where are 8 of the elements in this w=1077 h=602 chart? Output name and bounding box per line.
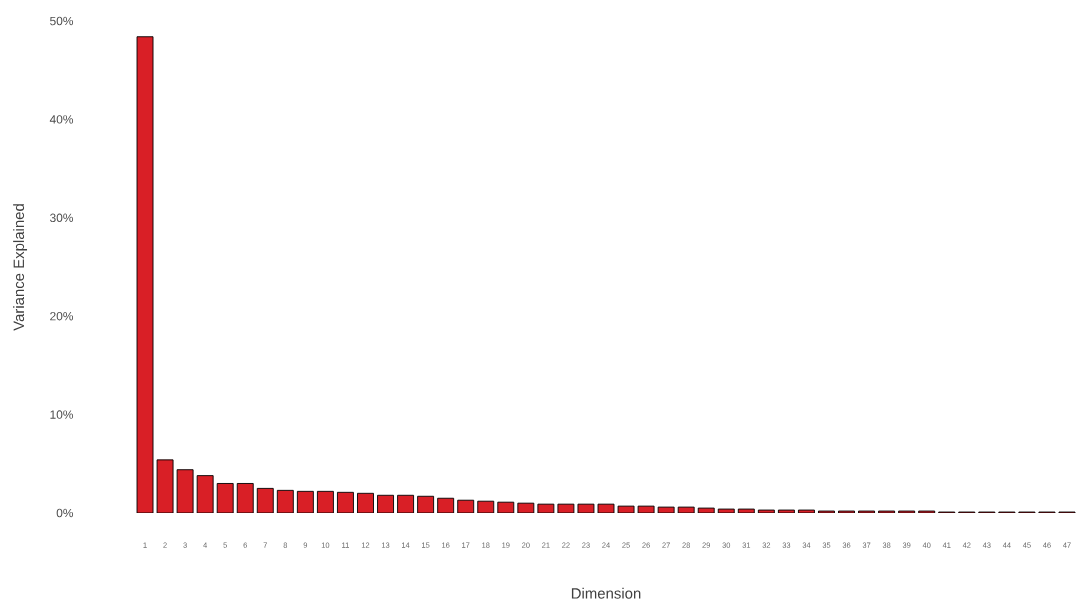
y-tick-label: 50%	[50, 16, 74, 26]
y-tick-label: 10%	[50, 410, 74, 419]
x-axis-title: Dimension	[571, 587, 641, 599]
y-tick-label: 0%	[56, 508, 74, 518]
y-tick-label: 30%	[50, 213, 74, 223]
y-tick-label: 20%	[50, 311, 74, 321]
y-axis-title: Variance Explained	[13, 204, 28, 331]
y-tick-label: 40%	[49, 115, 74, 124]
